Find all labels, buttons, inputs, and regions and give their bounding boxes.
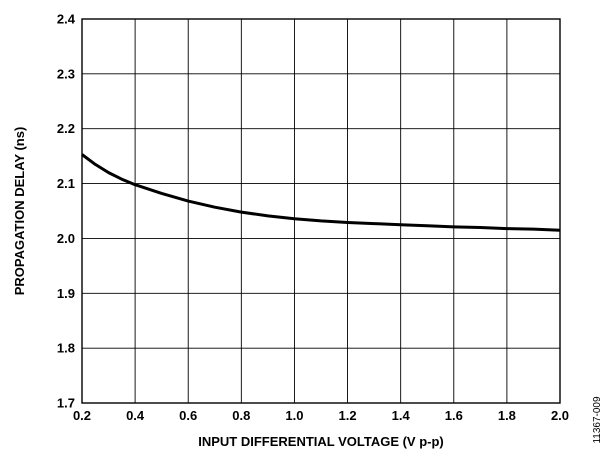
x-tick-label: 1.4 [392,408,411,423]
x-tick-labels: 0.2 0.4 0.6 0.8 1.0 1.2 1.4 1.6 1.8 2.0 [73,408,569,423]
x-tick-label: 0.6 [179,408,197,423]
plot-frame [81,18,561,404]
x-tick-label: 2.0 [551,408,569,423]
x-tick-label: 0.4 [126,408,145,423]
y-tick-label: 2.3 [57,66,75,81]
x-tick-label: 1.2 [339,408,357,423]
y-tick-label: 1.8 [57,341,75,356]
figure-id: 11367-009 [592,396,603,444]
y-tick-label: 2.1 [57,176,75,191]
grid-lines [81,18,561,404]
series-line [81,153,561,232]
x-tick-label: 1.0 [285,408,303,423]
x-axis-label: INPUT DIFFERENTIAL VOLTAGE (V p-p) [198,434,444,449]
y-tick-labels: 1.7 1.8 1.9 2.0 2.1 2.2 2.3 2.4 [57,12,76,411]
y-tick-label: 1.9 [57,286,75,301]
x-tick-label: 1.8 [498,408,516,423]
y-tick-label: 2.2 [57,121,75,136]
y-tick-label: 2.0 [57,231,75,246]
x-tick-label: 1.6 [445,408,463,423]
y-tick-label: 1.7 [57,396,75,411]
x-tick-label: 0.8 [232,408,250,423]
y-tick-label: 2.4 [57,12,76,27]
y-axis-label: PROPAGATION DELAY (ns) [12,127,27,296]
series-group [81,153,561,232]
x-tick-label: 0.2 [73,408,91,423]
